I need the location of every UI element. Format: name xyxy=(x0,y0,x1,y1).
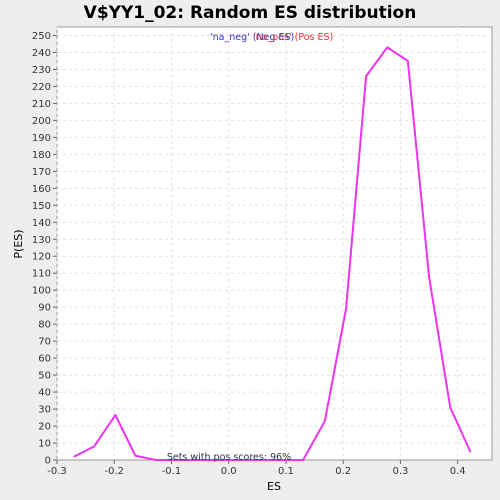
y-tick-label: 130 xyxy=(32,235,51,246)
series-group xyxy=(73,46,472,461)
x-tick-label: 0.2 xyxy=(335,466,351,477)
y-tick-label: 10 xyxy=(38,439,51,450)
data-point xyxy=(73,455,75,458)
data-point xyxy=(256,459,259,461)
x-axis-label: ES xyxy=(267,480,281,493)
data-point xyxy=(236,459,239,461)
data-point xyxy=(365,75,367,78)
data-point xyxy=(277,459,280,461)
pos-scores-annotation: Sets with pos scores: 96% xyxy=(167,452,291,463)
y-tick-label: 140 xyxy=(32,218,51,229)
y-tick-label: 250 xyxy=(32,31,51,42)
y-tick-label: 60 xyxy=(38,354,51,365)
x-tick-label: -0.1 xyxy=(162,466,182,477)
data-point xyxy=(175,459,177,461)
y-tick-label: 40 xyxy=(38,388,51,399)
x-tick-label: 0.1 xyxy=(278,466,294,477)
data-point xyxy=(345,308,347,310)
data-point xyxy=(216,459,219,461)
data-point xyxy=(386,46,389,49)
data-point xyxy=(93,445,95,448)
legend-neg: 'na_neg' (Neg ES) xyxy=(210,32,294,43)
y-tick-label: 180 xyxy=(32,150,51,161)
y-tick-label: 0 xyxy=(45,456,51,467)
y-tick-label: 110 xyxy=(32,269,51,280)
x-tick-label: -0.3 xyxy=(47,466,67,477)
data-point xyxy=(114,414,117,416)
y-axis-label: P(ES) xyxy=(12,229,25,258)
data-point xyxy=(407,60,409,62)
x-tick-label: -0.2 xyxy=(104,466,124,477)
y-tick-label: 170 xyxy=(32,167,51,178)
legend-pos: 'na_pos' (Pos ES) xyxy=(253,32,333,43)
y-tick-label: 160 xyxy=(32,184,51,195)
data-point xyxy=(449,406,452,409)
x-tick-label: 0.4 xyxy=(450,466,466,477)
data-point xyxy=(195,459,198,461)
y-tick-label: 90 xyxy=(38,303,51,314)
grid xyxy=(56,27,492,460)
series-line xyxy=(73,46,472,461)
data-point xyxy=(302,459,304,461)
data-point xyxy=(155,459,157,461)
y-tick-label: 50 xyxy=(38,371,51,382)
data-point xyxy=(324,420,326,422)
y-tick-label: 230 xyxy=(32,65,51,76)
y-tick-label: 70 xyxy=(38,337,51,348)
y-tick-label: 30 xyxy=(38,405,51,416)
y-tick-label: 220 xyxy=(32,82,51,93)
x-tick-label: 0.0 xyxy=(221,466,237,477)
chart-title: V$YY1_02: Random ES distribution xyxy=(84,3,417,23)
data-point xyxy=(428,275,430,278)
axes: 0 10 20 30 40 50 60 70 80 90 100 110 120 130 140 150 160… xyxy=(32,31,466,477)
y-tick-label: 100 xyxy=(32,286,51,297)
x-tick-label: 0.3 xyxy=(392,466,408,477)
data-point xyxy=(469,450,472,453)
y-tick-label: 240 xyxy=(32,48,51,59)
y-tick-label: 200 xyxy=(32,116,51,127)
y-tick-label: 210 xyxy=(32,99,51,110)
y-tick-label: 150 xyxy=(32,201,51,212)
y-tick-label: 190 xyxy=(32,133,51,144)
y-tick-label: 20 xyxy=(38,422,51,433)
data-point xyxy=(134,454,137,457)
y-tick-label: 80 xyxy=(38,320,51,331)
y-tick-label: 120 xyxy=(32,252,51,263)
plot-area xyxy=(56,26,493,461)
